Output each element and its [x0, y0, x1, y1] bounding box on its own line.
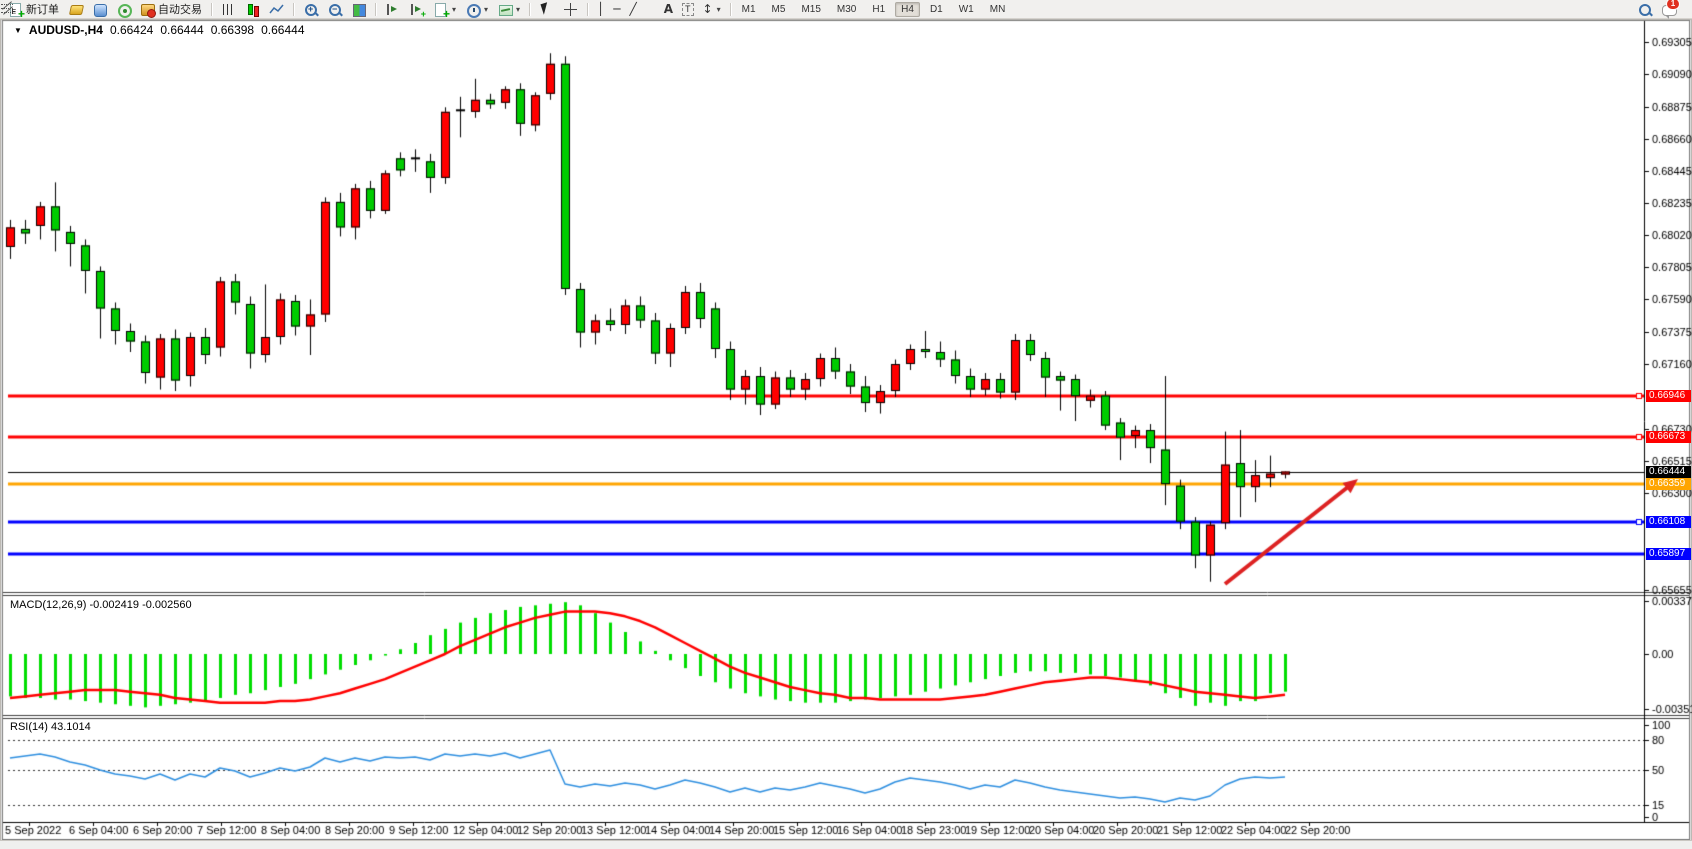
clock-icon — [465, 2, 482, 18]
toolbar-separator — [375, 2, 376, 16]
templates-button[interactable]: ▾ — [493, 1, 524, 18]
zoom-in-icon: + — [303, 2, 318, 17]
one-click-trading-expander[interactable]: ▼ — [14, 25, 22, 35]
trendline-icon: ╱ — [629, 2, 637, 16]
arrows-tool-icon: ↕ — [702, 2, 713, 16]
main-toolbar: + 新订单 自动交易 + − + + ▾ ▾ ▾ │ ─ ╱ — [0, 0, 1692, 20]
tile-windows-icon — [351, 2, 366, 17]
timeframe-m5-button[interactable]: M5 — [771, 3, 786, 15]
horizontal-line-icon: ─ — [613, 2, 621, 16]
toolbar-separator — [211, 2, 212, 16]
search-button[interactable] — [1633, 1, 1656, 18]
chat-icon: 1 — [1661, 0, 1680, 19]
channel-tool-button[interactable]: E — [2, 1, 650, 18]
fibonacci-tool-button[interactable]: F — [1, 1, 659, 18]
rsi-indicator-label: RSI(14) 43.1014 — [10, 721, 91, 733]
new-chart-button[interactable]: + ▾ — [429, 1, 460, 20]
timeframe-m1-button[interactable]: M1 — [741, 3, 756, 15]
vertical-line-icon: │ — [597, 2, 605, 16]
bar-chart-icon — [221, 2, 236, 17]
line-chart-icon — [269, 2, 284, 17]
crosshair-tool-button[interactable] — [559, 1, 582, 18]
community-button[interactable] — [88, 1, 111, 18]
template-icon — [497, 2, 514, 17]
new-order-button[interactable]: + 新订单 — [4, 1, 63, 20]
signals-icon — [116, 2, 132, 18]
new-chart-caret-icon: ▾ — [452, 4, 457, 14]
bar-high-value: 0.66444 — [160, 23, 204, 37]
bar-low-value: 0.66398 — [210, 23, 255, 37]
search-icon — [1637, 2, 1652, 17]
timeframe-mn-button[interactable]: MN — [989, 3, 1006, 15]
auto-scroll-button[interactable] — [381, 1, 404, 18]
timeframe-m30-button[interactable]: M30 — [836, 3, 857, 15]
chart-title: ▼ AUDUSD-,H4 0.66424 0.66444 0.66398 0.6… — [14, 23, 305, 37]
vertical-line-tool-button[interactable]: │ — [593, 1, 608, 18]
line-chart-button[interactable] — [265, 1, 288, 18]
autotrading-icon — [140, 2, 156, 18]
toolbar-separator — [587, 2, 589, 16]
candlestick-chart-icon — [245, 2, 260, 17]
text-tool-button[interactable]: A — [660, 1, 677, 18]
equidistant-channel-icon: E — [1, 1, 16, 16]
price-line-label-0.65897[interactable]: 0.65897 — [1646, 548, 1691, 560]
arrows-caret-icon: ▾ — [716, 4, 721, 14]
text-label-tool-button[interactable]: T — [678, 1, 698, 18]
templates-caret-icon: ▾ — [516, 4, 521, 14]
chart-shift-icon: + — [409, 2, 426, 19]
trendline-tool-button[interactable]: ╱ — [626, 1, 641, 18]
price-line-label-0.66359[interactable]: 0.66359 — [1646, 478, 1691, 490]
timeframe-m15-button[interactable]: M15 — [801, 3, 821, 15]
price-line-label-0.66108[interactable]: 0.66108 — [1646, 516, 1691, 528]
new-chart-icon: + — [433, 2, 450, 20]
new-order-icon: + — [8, 2, 25, 20]
new-order-label: 新订单 — [26, 4, 59, 16]
crosshair-icon — [563, 2, 578, 17]
status-strip — [0, 840, 1692, 849]
zoom-out-button[interactable]: − — [323, 1, 346, 18]
periods-button[interactable]: ▾ — [461, 1, 492, 18]
zoom-out-icon: − — [327, 2, 342, 17]
zoom-in-button[interactable]: + — [299, 1, 322, 18]
chart-symbol-period: AUDUSD-,H4 — [28, 23, 103, 37]
market-watch-icon — [68, 2, 85, 17]
timeframe-w1-button[interactable]: W1 — [958, 3, 974, 15]
price-line-label-0.66444[interactable]: 0.66444 — [1646, 466, 1691, 478]
bar-close-value: 0.66444 — [261, 23, 305, 37]
chart-shift-button[interactable]: + — [405, 1, 428, 19]
bar-chart-button[interactable] — [217, 1, 240, 18]
market-watch-button[interactable] — [64, 1, 87, 18]
signals-button[interactable] — [112, 1, 135, 18]
notifications-badge: 1 — [1666, 0, 1680, 10]
arrows-tool-button[interactable]: ↕ ▾ — [699, 1, 725, 18]
autotrading-label: 自动交易 — [158, 4, 202, 16]
price-line-label-0.66946[interactable]: 0.66946 — [1646, 390, 1691, 402]
timeframe-h4-button[interactable]: H4 — [895, 1, 920, 17]
fibonacci-icon: F — [1, 1, 16, 16]
autotrading-button[interactable]: 自动交易 — [136, 1, 206, 18]
community-icon — [92, 2, 107, 17]
toolbar-separator — [529, 2, 531, 16]
bar-open-value: 0.66424 — [109, 23, 154, 37]
toolbar-separator — [729, 2, 731, 16]
cursor-tool-button[interactable] — [535, 1, 558, 18]
candlestick-chart-button[interactable] — [241, 1, 264, 18]
timeframe-d1-button[interactable]: D1 — [929, 3, 943, 15]
text-label-icon: T — [682, 2, 694, 16]
periods-caret-icon: ▾ — [484, 4, 489, 14]
timeframe-group: M1 M5 M15 M30 H1 H4 D1 W1 MN — [736, 1, 1012, 17]
notifications-button[interactable]: 1 — [1657, 0, 1680, 19]
cursor-icon — [539, 1, 554, 17]
macd-indicator-label: MACD(12,26,9) -0.002419 -0.002560 — [10, 599, 192, 611]
timeframe-h1-button[interactable]: H1 — [872, 3, 886, 15]
text-tool-icon: A — [663, 2, 674, 16]
horizontal-line-tool-button[interactable]: ─ — [609, 1, 624, 18]
price-line-label-0.66673[interactable]: 0.66673 — [1646, 431, 1691, 443]
auto-scroll-icon — [385, 2, 400, 17]
tile-windows-button[interactable] — [347, 1, 370, 18]
toolbar-separator — [293, 2, 294, 16]
